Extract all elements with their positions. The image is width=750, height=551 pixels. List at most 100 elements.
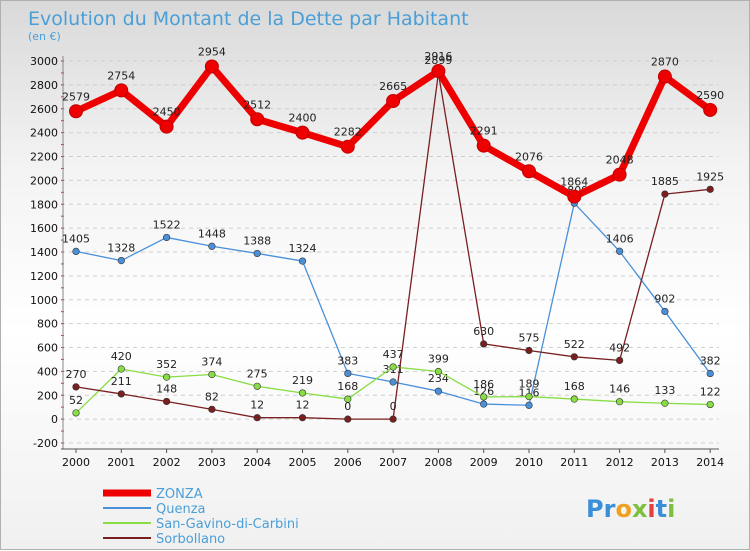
data-point: [117, 256, 125, 265]
data-point: [389, 415, 397, 423]
data-label: 2048: [606, 154, 634, 167]
data-label: 146: [609, 383, 630, 396]
data-point: [522, 164, 536, 179]
x-tick-label: 2010: [515, 456, 543, 469]
data-point: [615, 356, 624, 364]
data-point: [706, 369, 714, 378]
data-label: 1925: [696, 170, 724, 183]
data-label: 2954: [198, 45, 226, 58]
y-tick-label: 2000: [30, 174, 58, 187]
data-point: [480, 400, 488, 408]
data-point: [208, 242, 216, 250]
data-point: [72, 383, 80, 391]
data-point: [208, 370, 216, 379]
data-point: [344, 369, 352, 378]
data-label: 1448: [198, 227, 226, 240]
data-point: [250, 112, 265, 127]
legend-label: San-Gavino-di-Carbini: [156, 517, 299, 532]
y-tick-label: 800: [37, 318, 58, 331]
logo-letter: i: [667, 495, 675, 523]
data-label: 12: [296, 399, 310, 412]
data-label: 2590: [696, 89, 724, 102]
data-label: 2512: [243, 98, 271, 111]
data-label: 2665: [379, 80, 407, 93]
data-label: 1885: [651, 175, 679, 188]
data-label: 1864: [560, 176, 588, 189]
data-label: 133: [654, 384, 675, 397]
data-label: 374: [201, 355, 222, 368]
data-label: 2870: [651, 56, 679, 69]
x-tick-label: 2004: [243, 456, 271, 469]
x-tick-label: 2002: [153, 456, 181, 469]
data-label: 0: [390, 400, 397, 413]
y-tick-label: 0: [51, 413, 58, 426]
data-label: 1405: [62, 232, 90, 245]
data-label: 1388: [243, 234, 271, 247]
data-label: 168: [564, 380, 585, 393]
data-point: [480, 340, 488, 348]
data-point: [434, 387, 443, 395]
data-label: 2579: [62, 90, 90, 103]
data-point: [661, 190, 669, 198]
data-point: [570, 395, 578, 403]
data-label: 2282: [334, 126, 362, 139]
x-tick-label: 2006: [334, 456, 362, 469]
data-point: [703, 102, 718, 117]
data-point: [163, 373, 171, 381]
x-tick-label: 2000: [62, 456, 90, 469]
data-point: [344, 395, 352, 403]
data-label: 148: [156, 382, 177, 395]
data-label: 382: [700, 355, 721, 368]
x-tick-label: 2013: [651, 456, 679, 469]
data-label: 168: [337, 380, 358, 393]
data-point: [163, 233, 171, 242]
y-tick-label: 2600: [30, 103, 58, 116]
y-tick-label: 200: [37, 389, 58, 402]
logo-letter: o: [615, 495, 632, 523]
chart-title: Evolution du Montant de la Dette par Hab…: [28, 8, 469, 30]
data-label: 383: [337, 354, 358, 367]
data-label: 1328: [107, 242, 135, 255]
logo-letter: P: [586, 495, 604, 523]
data-label: 2916: [424, 50, 452, 63]
data-label: 399: [428, 352, 449, 365]
data-point: [570, 353, 578, 361]
data-point: [706, 400, 714, 409]
data-label: 630: [473, 325, 494, 338]
logo-letter: x: [632, 495, 648, 523]
data-label: 1406: [606, 232, 634, 245]
data-point: [114, 83, 129, 98]
data-label: 12: [250, 399, 264, 412]
data-point: [615, 398, 624, 406]
data-label: 420: [111, 350, 132, 363]
y-tick-label: 1800: [30, 198, 58, 211]
data-label: 522: [564, 338, 585, 351]
data-point: [253, 414, 261, 422]
data-point: [567, 189, 582, 204]
data-label: 52: [69, 394, 83, 407]
data-label: 437: [383, 348, 404, 361]
data-label: 126: [473, 385, 494, 398]
data-label: 2291: [470, 125, 498, 138]
data-label: 0: [344, 400, 351, 413]
x-tick-label: 2007: [379, 456, 407, 469]
data-label: 2754: [107, 69, 135, 82]
logo-letter: r: [604, 495, 616, 523]
y-tick-label: 1400: [30, 246, 58, 259]
data-point: [298, 257, 307, 265]
data-label: 2400: [289, 112, 317, 125]
y-tick-label: 2200: [30, 151, 58, 164]
data-label: 492: [609, 341, 630, 354]
data-point: [525, 392, 533, 401]
data-point: [344, 415, 352, 423]
data-point: [657, 69, 672, 84]
data-point: [69, 104, 83, 119]
data-point: [208, 405, 216, 413]
data-label: 902: [654, 292, 675, 305]
x-tick-label: 2011: [560, 456, 588, 469]
data-label: 1522: [153, 218, 181, 231]
data-point: [253, 249, 261, 258]
data-point: [431, 64, 446, 79]
data-point: [117, 390, 125, 398]
